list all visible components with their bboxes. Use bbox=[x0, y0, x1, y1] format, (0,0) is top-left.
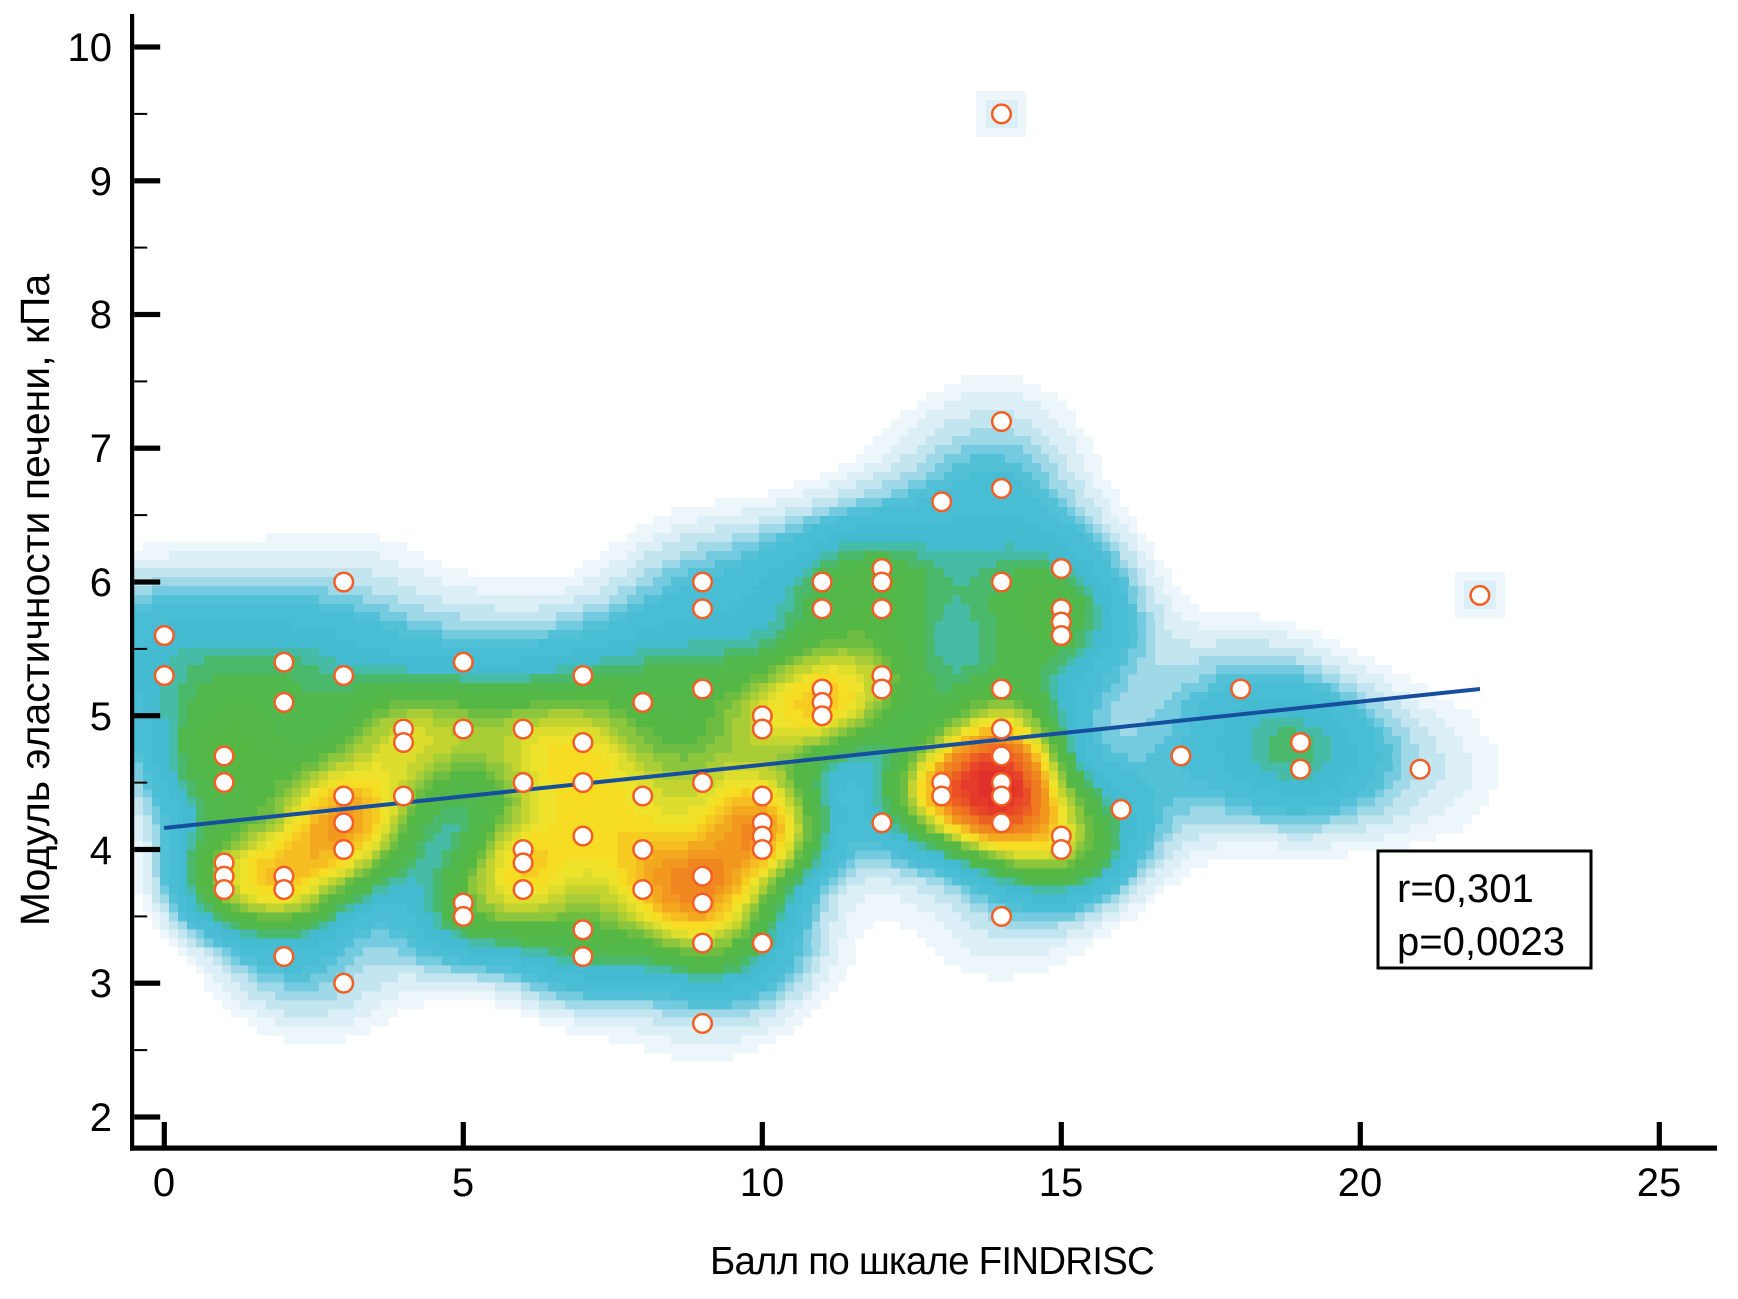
svg-text:Модуль эластичности печени, кП: Модуль эластичности печени, кПа bbox=[12, 274, 58, 927]
svg-text:4: 4 bbox=[90, 829, 112, 873]
svg-text:p=0,0023: p=0,0023 bbox=[1397, 920, 1565, 964]
svg-text:7: 7 bbox=[90, 427, 112, 471]
svg-text:10: 10 bbox=[740, 1161, 785, 1205]
svg-text:8: 8 bbox=[90, 293, 112, 337]
svg-text:2: 2 bbox=[90, 1096, 112, 1140]
svg-text:25: 25 bbox=[1637, 1161, 1682, 1205]
svg-text:5: 5 bbox=[452, 1161, 474, 1205]
svg-text:5: 5 bbox=[90, 695, 112, 739]
svg-text:Балл по шкале FINDRISC: Балл по шкале FINDRISC bbox=[710, 1240, 1154, 1283]
svg-text:15: 15 bbox=[1039, 1161, 1084, 1205]
svg-text:3: 3 bbox=[90, 962, 112, 1006]
svg-text:6: 6 bbox=[90, 561, 112, 605]
svg-text:9: 9 bbox=[90, 160, 112, 204]
svg-text:r=0,301: r=0,301 bbox=[1397, 867, 1534, 911]
svg-text:20: 20 bbox=[1338, 1161, 1383, 1205]
svg-text:10: 10 bbox=[68, 26, 113, 70]
svg-text:0: 0 bbox=[153, 1161, 175, 1205]
